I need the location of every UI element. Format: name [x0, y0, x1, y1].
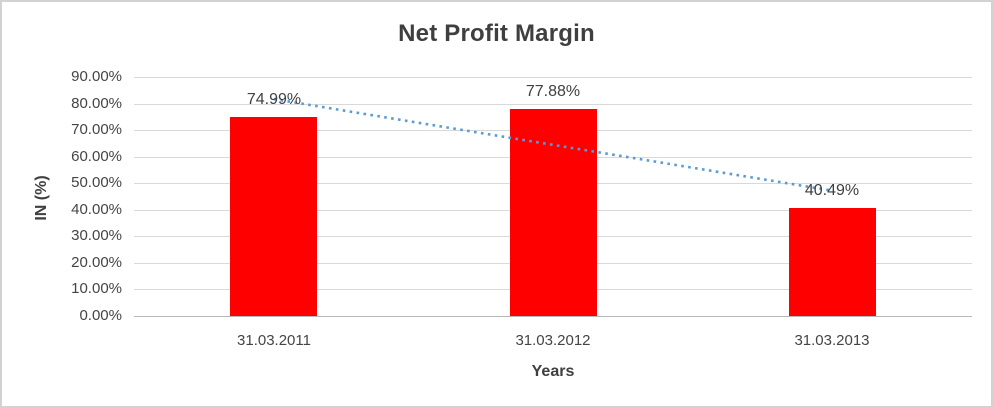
- y-tick-label: 70.00%: [71, 121, 122, 138]
- y-tick-label: 50.00%: [71, 174, 122, 191]
- y-tick-label: 20.00%: [71, 254, 122, 271]
- data-label: 40.49%: [804, 182, 860, 199]
- y-tick-label: 40.00%: [71, 201, 122, 218]
- data-label: 74.99%: [246, 91, 302, 108]
- y-axis-title: IN (%): [33, 175, 50, 221]
- chart-title: Net Profit Margin: [398, 20, 595, 47]
- bar: [789, 208, 876, 316]
- bar: [510, 109, 597, 316]
- data-label: 77.88%: [525, 83, 581, 100]
- y-tick-label: 60.00%: [71, 148, 122, 165]
- x-tick-label: 31.03.2012: [515, 332, 591, 349]
- bar: [230, 117, 317, 316]
- x-tick-label: 31.03.2013: [794, 332, 870, 349]
- y-tick-label: 0.00%: [79, 307, 122, 324]
- y-tick-label: 10.00%: [71, 280, 122, 297]
- x-axis-title: Years: [531, 363, 575, 380]
- y-tick-label: 80.00%: [71, 95, 122, 112]
- y-tick-label: 90.00%: [71, 68, 122, 85]
- x-tick-label: 31.03.2011: [237, 332, 311, 349]
- gridline: [134, 77, 972, 78]
- y-tick-label: 30.00%: [71, 227, 122, 244]
- x-axis-line: [134, 316, 972, 317]
